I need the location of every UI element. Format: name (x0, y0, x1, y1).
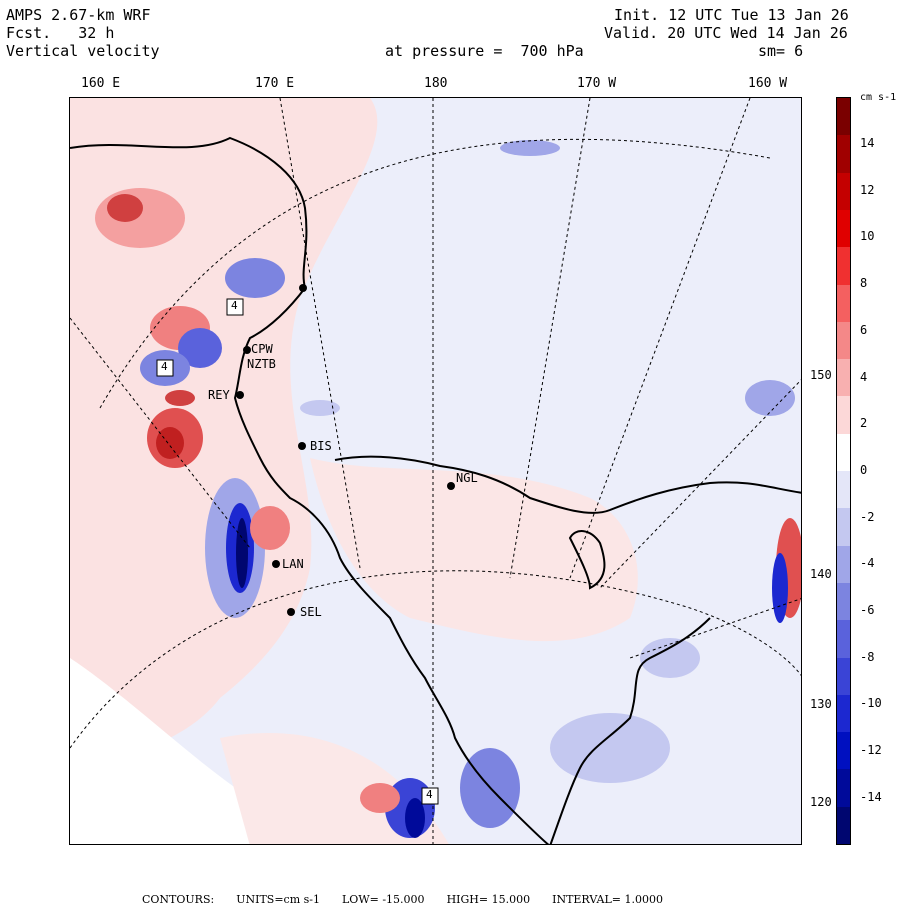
colorbar-swatch (837, 471, 850, 509)
colorbar-tick-label: 0 (860, 462, 868, 477)
colorbar-swatch (837, 172, 850, 211)
colorbar-tick-label: 10 (860, 229, 875, 244)
region-box-label-2: 4 (161, 360, 168, 373)
velocity-blobs (95, 140, 801, 838)
colorbar-swatch (837, 769, 850, 808)
station-dot-bis (298, 442, 306, 450)
station-label-bis: BIS (310, 439, 332, 453)
lon-label-170w: 170 W (577, 76, 617, 91)
colorbar (836, 97, 851, 845)
colorbar-tick-label: 14 (860, 136, 875, 150)
region-box-label-3: 4 (426, 788, 433, 801)
colorbar-swatch (837, 209, 850, 248)
forecast-hour: Fcst. 32 h (6, 24, 115, 42)
lon-label-170e: 170 E (255, 76, 295, 91)
station-dot-cpw (243, 346, 251, 354)
colorbar-tick-label: 4 (860, 369, 868, 384)
pink-region-west (70, 98, 378, 768)
colorbar-units: cm s-1 (860, 92, 897, 103)
station-label-nztb: NZTB (247, 357, 276, 371)
colorbar-swatch (837, 135, 850, 174)
colorbar-swatch (837, 284, 850, 323)
colorbar-swatch (837, 732, 850, 770)
lon-label-180: 180 (424, 76, 448, 91)
station-markers (236, 284, 455, 616)
colorbar-swatch (837, 545, 850, 584)
colorbar-tick-label: -2 (860, 509, 875, 524)
station-label-ngl: NGL (456, 471, 478, 485)
colorbar-tick-label: 6 (860, 322, 868, 337)
contour-info: CONTOURS: UNITS=cm s-1 LOW= -15.000 HIGH= 1… (135, 880, 685, 906)
colorbar-swatch (837, 694, 850, 733)
colorbar-tick-label: -10 (860, 696, 882, 711)
vertical-velocity-map (70, 98, 801, 844)
colorbar-tick-label: -4 (860, 556, 875, 571)
colorbar-swatch (837, 806, 850, 845)
colorbar-swatch (837, 582, 850, 621)
colorbar-tick-label: -6 (860, 603, 875, 617)
colorbar-swatch (837, 98, 850, 136)
colorbar-tick-label: 12 (860, 182, 875, 197)
colorbar-tick-label: 2 (860, 416, 868, 431)
colorbar-tick-label: -8 (860, 649, 875, 664)
colorbar-swatch (837, 657, 850, 696)
map-panel: CPW NZTB REY BIS NGL LAN SEL 4 4 4 (69, 97, 802, 845)
station-dot-lan (272, 560, 280, 568)
lon-label-160w: 160 W (748, 76, 788, 91)
colorbar-swatch (837, 620, 850, 658)
station-label-lan: LAN (282, 557, 304, 571)
region-box-label-1: 4 (231, 299, 238, 312)
init-time: Init. 12 UTC Tue 13 Jan 26 (614, 6, 849, 24)
station-label-rey: REY (208, 388, 230, 402)
colorbar-tick-label: 8 (860, 276, 868, 291)
colorbar-tick-label: -12 (860, 743, 882, 758)
white-region-sw (70, 658, 270, 844)
region-boxes (156, 298, 439, 805)
colorbar-swatch (837, 359, 850, 397)
station-dot-rey (236, 391, 244, 399)
pressure-level: at pressure = 700 hPa (385, 42, 584, 60)
smoothing: sm= 6 (758, 42, 804, 60)
pink-region-ross (310, 458, 638, 642)
coastline (70, 136, 801, 844)
lon-label-160e: 160 E (81, 76, 121, 91)
colorbar-tick-label: -14 (860, 789, 882, 804)
station-label-sel: SEL (300, 605, 322, 619)
station-dot-north (299, 284, 307, 292)
colorbar-swatch (837, 247, 850, 285)
field-name: Vertical velocity (6, 42, 160, 60)
colorbar-swatch (837, 508, 850, 547)
model-title: AMPS 2.67-km WRF (6, 6, 151, 24)
colorbar-swatch (837, 396, 850, 435)
station-dot-sel (287, 608, 295, 616)
graticule (70, 98, 801, 844)
station-label-cpw: CPW (251, 342, 273, 356)
colorbar-swatch (837, 321, 850, 360)
station-dot-ngl (447, 482, 455, 490)
colorbar-swatch (837, 433, 850, 472)
valid-time: Valid. 20 UTC Wed 14 Jan 26 (604, 24, 848, 42)
